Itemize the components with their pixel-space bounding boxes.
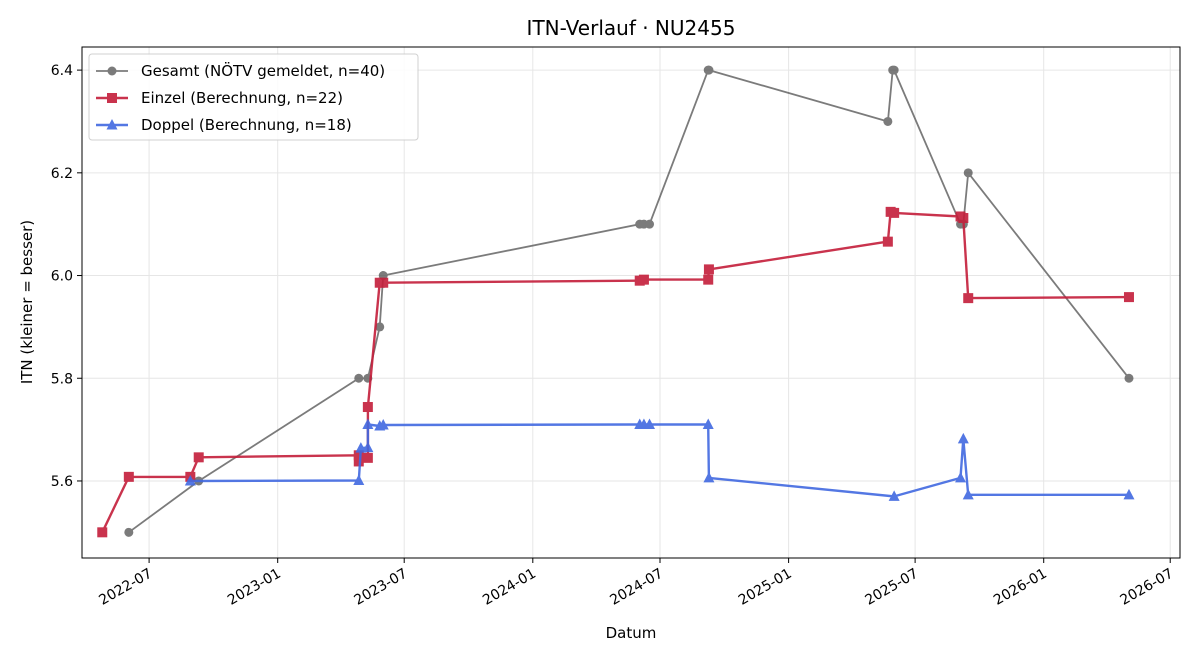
data-point bbox=[704, 65, 714, 75]
data-point bbox=[124, 527, 134, 537]
series-layer bbox=[97, 65, 1135, 538]
data-point bbox=[193, 452, 204, 463]
data-point bbox=[962, 488, 974, 500]
data-point bbox=[184, 474, 196, 486]
legend-box bbox=[88, 53, 419, 141]
x-tick-label: 2022-07 bbox=[96, 566, 155, 609]
data-point bbox=[882, 236, 893, 247]
data-point bbox=[702, 418, 714, 429]
data-point bbox=[703, 264, 714, 275]
legend-label: Doppel (Berechnung, n=18) bbox=[141, 116, 352, 134]
plot-frame bbox=[81, 46, 1181, 559]
data-point bbox=[362, 452, 373, 463]
data-point bbox=[375, 322, 385, 332]
legend-entry bbox=[96, 119, 128, 130]
x-tick-label: 2026-01 bbox=[991, 566, 1050, 609]
x-axis-label: Datum bbox=[606, 624, 657, 642]
x-tick-label: 2025-07 bbox=[862, 566, 921, 609]
data-point bbox=[883, 116, 893, 126]
data-point bbox=[123, 471, 134, 482]
data-point bbox=[1124, 373, 1134, 383]
data-point bbox=[362, 402, 373, 413]
data-point bbox=[645, 219, 655, 229]
data-point bbox=[378, 277, 389, 288]
data-point bbox=[644, 418, 656, 429]
data-point bbox=[703, 274, 714, 285]
grid bbox=[82, 47, 1180, 558]
y-tick-label: 5.8 bbox=[51, 371, 73, 387]
y-tick-label: 5.6 bbox=[51, 474, 73, 490]
x-tick-label: 2026-07 bbox=[1118, 566, 1177, 609]
data-point bbox=[1123, 292, 1134, 303]
series-line bbox=[101, 210, 1130, 533]
data-point bbox=[963, 293, 974, 304]
data-point bbox=[97, 527, 108, 538]
data-point bbox=[377, 418, 389, 430]
data-point bbox=[362, 441, 374, 453]
data-point bbox=[963, 168, 973, 178]
legend-label: Gesamt (NÖTV gemeldet, n=40) bbox=[141, 61, 385, 80]
y-tick-label: 6.4 bbox=[51, 63, 73, 79]
series-square bbox=[97, 206, 1134, 538]
x-tick-label: 2023-01 bbox=[225, 566, 284, 609]
y-axis: 5.6 5.8 6.0 6.2 6.4 bbox=[51, 63, 82, 490]
data-point bbox=[1123, 488, 1135, 500]
data-point bbox=[354, 373, 364, 383]
data-point bbox=[703, 471, 715, 483]
y-tick-label: 6.0 bbox=[51, 269, 73, 285]
y-tick-label: 6.2 bbox=[51, 166, 73, 182]
data-point bbox=[888, 490, 900, 501]
data-point bbox=[957, 432, 969, 444]
data-point bbox=[889, 65, 899, 75]
data-point bbox=[955, 471, 967, 483]
data-point bbox=[889, 207, 900, 218]
data-point bbox=[638, 274, 649, 285]
data-point bbox=[958, 213, 969, 224]
legend-entry bbox=[96, 66, 128, 76]
x-tick-label: 2024-07 bbox=[607, 566, 666, 609]
x-tick-label: 2023-07 bbox=[352, 566, 411, 609]
x-tick-label: 2025-01 bbox=[736, 566, 795, 609]
legend-entry bbox=[96, 93, 128, 103]
data-point bbox=[353, 450, 364, 461]
legend-marker bbox=[107, 66, 117, 76]
y-axis-label: ITN (kleiner = besser) bbox=[18, 220, 36, 384]
legend-marker bbox=[107, 93, 117, 103]
data-point bbox=[353, 474, 365, 485]
legend-label: Einzel (Berechnung, n=22) bbox=[141, 89, 343, 107]
chart-title: ITN-Verlauf · NU2455 bbox=[527, 16, 736, 40]
x-tick-label: 2024-01 bbox=[480, 566, 539, 609]
legend-marker bbox=[106, 119, 118, 130]
data-point bbox=[362, 418, 374, 429]
data-point bbox=[353, 456, 364, 467]
legend: Gesamt (NÖTV gemeldet, n=40) Einzel (Bere… bbox=[88, 53, 419, 141]
series-triangle bbox=[184, 418, 1135, 501]
x-axis: 2022-07 2023-01 2023-07 2024-01 2024-07 2025-… bbox=[96, 558, 1176, 609]
